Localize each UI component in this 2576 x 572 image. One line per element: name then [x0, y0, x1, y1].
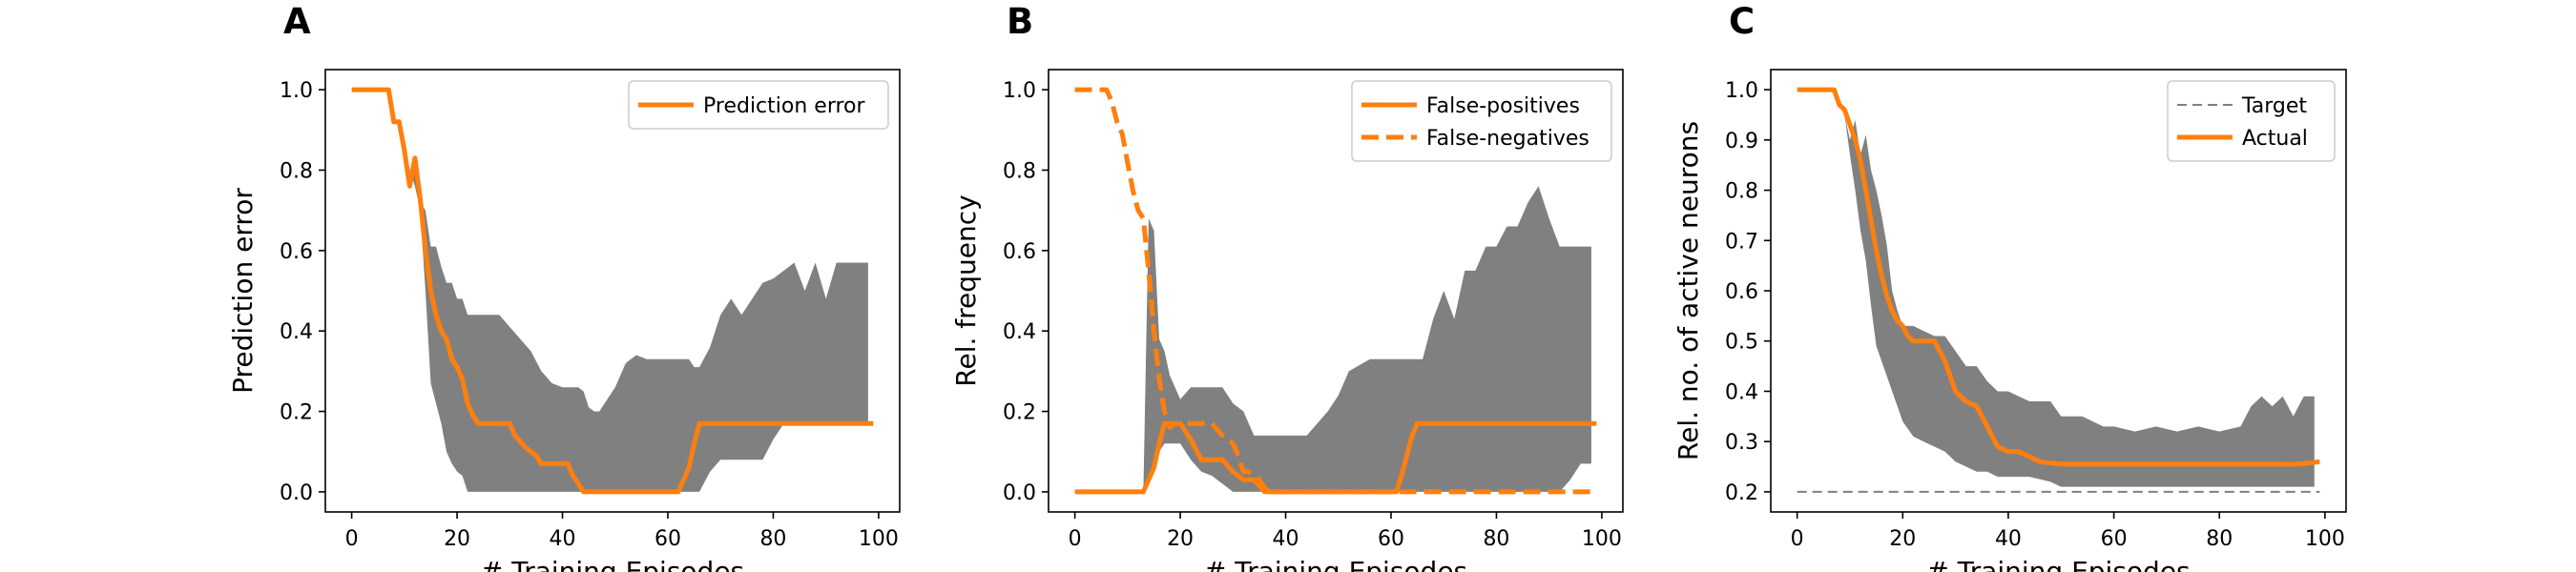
x-tick-label: 0: [1791, 527, 1804, 551]
x-axis-label: # Training Episodes: [1926, 556, 2190, 572]
series-line-0: [351, 87, 874, 495]
x-tick-label: 0: [1069, 527, 1082, 551]
y-tick-label: 0.6: [280, 240, 313, 264]
y-tick-label: 1.0: [280, 79, 313, 103]
x-tick-label: 80: [759, 527, 786, 551]
y-axis-label: Rel. frequency: [950, 194, 982, 386]
panel-letter: C: [1729, 1, 1755, 42]
y-tick-label: 0.2: [280, 401, 313, 425]
variability-band: [351, 90, 868, 492]
legend-label: Prediction error: [703, 94, 865, 118]
x-tick-label: 20: [1167, 527, 1194, 551]
x-tick-label: 100: [1582, 527, 1622, 551]
legend-label: False-negatives: [1426, 127, 1589, 151]
y-tick-label: 0.4: [280, 320, 313, 344]
y-tick-label: 0.5: [1725, 331, 1758, 355]
y-tick-label: 0.0: [1003, 481, 1036, 505]
x-tick-label: 40: [1995, 527, 2022, 551]
panel-b: B 0 20 40 60 80 100 0.0 0.2 0.4 0.6 0.8 1.0 # Trainin…: [950, 1, 1624, 572]
legend-box: [2167, 80, 2336, 162]
legend-label: Actual: [2242, 127, 2308, 151]
x-tick-label: 60: [654, 527, 681, 551]
variability-band: [1797, 90, 2315, 487]
legend-label: Target: [2241, 94, 2307, 118]
y-tick-label: 1.0: [1725, 79, 1758, 103]
y-tick-label: 0.0: [280, 481, 313, 505]
legend-box: [628, 80, 889, 130]
y-axis-label: Prediction error: [227, 188, 259, 394]
panel-letter: A: [283, 1, 311, 42]
x-tick-label: 40: [550, 527, 576, 551]
variability-band: [1074, 186, 1591, 492]
x-tick-label: 60: [1378, 527, 1404, 551]
x-tick-label: 20: [1889, 527, 1916, 551]
x-axis-label: # Training Episodes: [1204, 556, 1467, 572]
y-tick-label: 0.2: [1003, 401, 1036, 425]
y-tick-label: 0.4: [1725, 380, 1758, 404]
x-tick-label: 60: [2101, 527, 2128, 551]
y-tick-label: 0.8: [280, 159, 313, 183]
panel-a: A 0 20 40 60 80 100 0.0 0.2 0.4 0.6 0.8 1.0 # Trainin…: [227, 1, 901, 572]
y-tick-label: 0.2: [1725, 481, 1758, 505]
x-tick-label: 100: [2305, 527, 2345, 551]
x-tick-label: 100: [859, 527, 899, 551]
y-tick-label: 0.8: [1003, 159, 1036, 183]
y-tick-label: 0.8: [1725, 180, 1758, 204]
legend: Target Actual: [2167, 80, 2336, 162]
series-line-1: [1074, 87, 1597, 495]
axes-frame: [324, 69, 901, 513]
series-line-0: [1074, 420, 1597, 495]
x-axis-label: # Training Episodes: [481, 556, 744, 572]
y-tick-label: 1.0: [1003, 79, 1036, 103]
y-axis-label: Rel. no. of active neurons: [1672, 121, 1704, 460]
y-tick-label: 0.6: [1725, 280, 1758, 304]
legend-box: [1351, 80, 1612, 162]
y-tick-label: 0.9: [1725, 130, 1758, 153]
axes-frame: [1048, 69, 1624, 513]
panel-c: C 0 20 40 60 80 100 0.2 0.3 0.4 0.5 0.6 0.7 0.8 0.9 1.0…: [1672, 1, 2347, 572]
legend: Prediction error: [628, 80, 889, 130]
x-tick-label: 80: [2206, 527, 2233, 551]
x-tick-label: 20: [444, 527, 470, 551]
x-tick-label: 0: [345, 527, 359, 551]
x-tick-label: 80: [1483, 527, 1509, 551]
y-tick-label: 0.4: [1003, 320, 1036, 344]
y-tick-label: 0.7: [1725, 230, 1758, 254]
x-tick-label: 40: [1273, 527, 1299, 551]
y-tick-label: 0.3: [1725, 431, 1758, 455]
panel-letter: B: [1007, 1, 1033, 42]
y-tick-label: 0.6: [1003, 240, 1036, 264]
series-line-1: [1797, 87, 2320, 467]
legend-label: False-positives: [1426, 94, 1580, 118]
legend: False-positives False-negatives: [1351, 80, 1612, 162]
